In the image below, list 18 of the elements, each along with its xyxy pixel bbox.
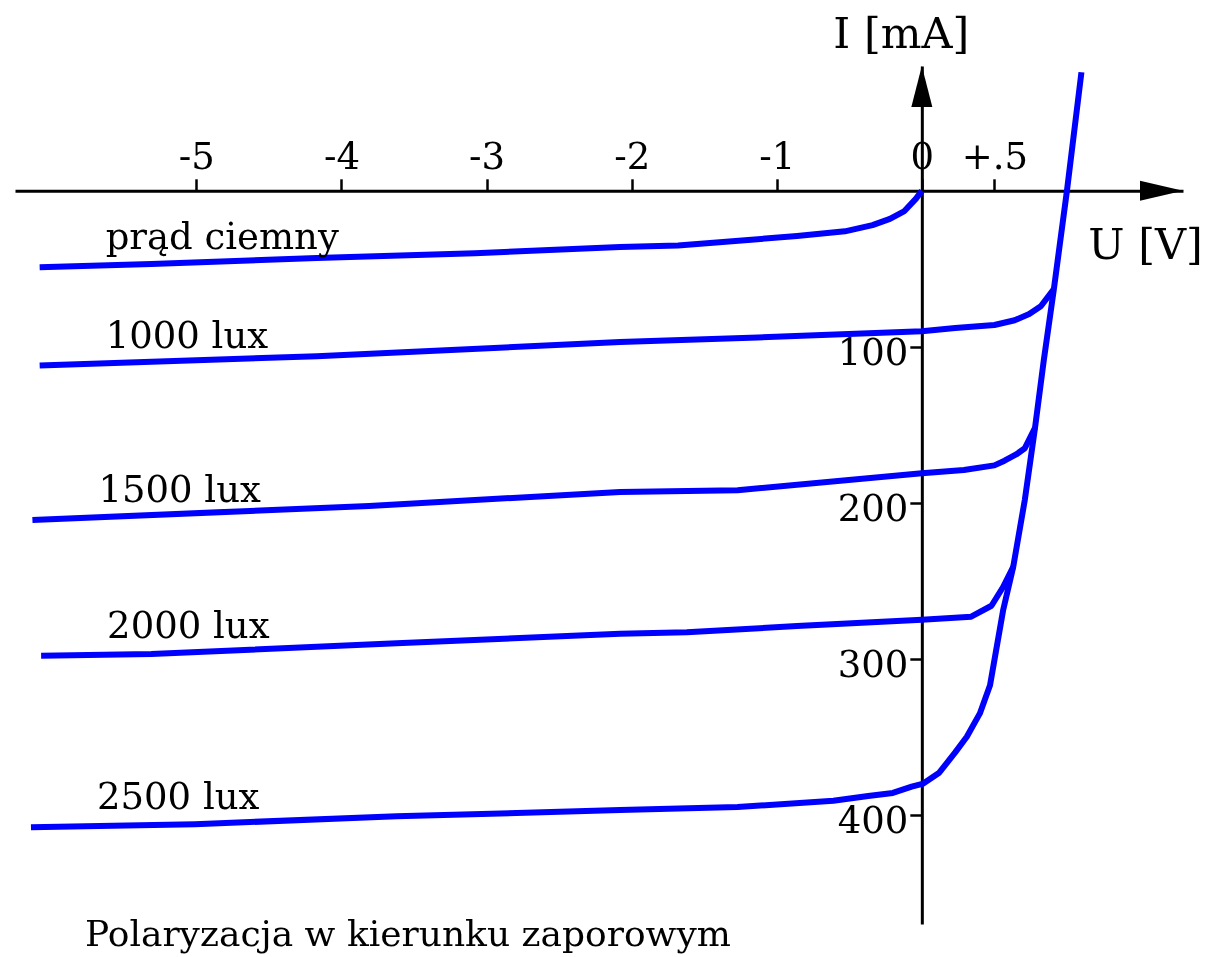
y-tick-label: 200 — [837, 487, 909, 531]
series-label: prąd ciemny — [105, 215, 339, 259]
x-tick-label: -5 — [178, 135, 215, 179]
series-label: 1500 lux — [98, 467, 261, 511]
y-axis-title: I [mA] — [833, 8, 970, 58]
y-tick-label: 400 — [837, 799, 909, 843]
y-tick-label: 100 — [837, 331, 909, 375]
x-axis-title: U [V] — [1088, 219, 1203, 270]
series-label: 1000 lux — [105, 313, 269, 357]
x-tick-label: -4 — [323, 135, 360, 179]
x-tick-label: +.5 — [961, 135, 1029, 179]
series-label: 2000 lux — [107, 603, 270, 647]
x-tick-label: -3 — [469, 135, 506, 179]
x-tick-label: -1 — [759, 135, 796, 179]
series-label: 2500 lux — [96, 775, 260, 819]
x-tick-label: -2 — [614, 135, 651, 179]
y-tick-label: 300 — [837, 643, 909, 687]
annotation: Polaryzacja w kierunku zaporowym — [85, 913, 731, 954]
